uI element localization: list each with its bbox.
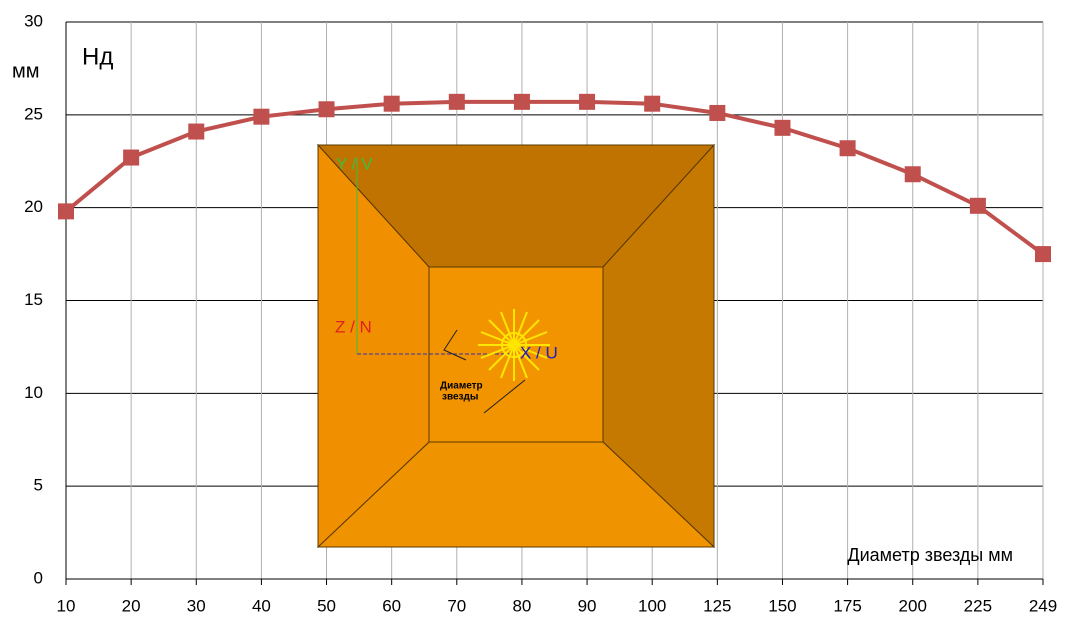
y-tick-label: 10 bbox=[24, 383, 43, 402]
x-tick-label: 90 bbox=[578, 596, 597, 615]
x-tick-label: 60 bbox=[382, 596, 401, 615]
marker bbox=[579, 94, 595, 110]
inset-label: Y / V bbox=[336, 154, 373, 173]
marker bbox=[970, 198, 986, 214]
y-tick-label: 30 bbox=[24, 11, 43, 30]
marker bbox=[449, 94, 465, 110]
marker bbox=[840, 140, 856, 156]
x-tick-label: 20 bbox=[122, 596, 141, 615]
x-tick-label: 249 bbox=[1029, 596, 1057, 615]
x-axis-label: Диаметр звезды мм bbox=[847, 545, 1013, 565]
inset-label: Z / N bbox=[335, 317, 372, 336]
inset-image: Y / V Z / N X / U Диаметр звезды bbox=[318, 145, 714, 547]
x-tick-label: 225 bbox=[964, 596, 992, 615]
y-tick-label: 0 bbox=[34, 568, 43, 587]
marker bbox=[514, 94, 530, 110]
inset-caption: Диаметр bbox=[440, 381, 483, 392]
x-tick-label: 30 bbox=[187, 596, 206, 615]
inset-caption: звезды bbox=[442, 392, 478, 403]
x-tick-label: 100 bbox=[638, 596, 666, 615]
y-axis-label: мм bbox=[12, 60, 40, 82]
x-tick-label: 150 bbox=[768, 596, 796, 615]
marker bbox=[1035, 246, 1051, 262]
y-tick-label: 20 bbox=[24, 197, 43, 216]
chart: мм Нд Y / V Z / N X / U Диаметр звезды Д… bbox=[0, 0, 1065, 623]
marker bbox=[644, 96, 660, 112]
x-tick-label: 200 bbox=[899, 596, 927, 615]
inset-label: X / U bbox=[520, 343, 558, 362]
marker bbox=[905, 166, 921, 182]
x-tick-label: 80 bbox=[512, 596, 531, 615]
marker bbox=[253, 109, 269, 125]
y-tick-label: 15 bbox=[24, 290, 43, 309]
x-tick-label: 50 bbox=[317, 596, 336, 615]
x-tick-label: 40 bbox=[252, 596, 271, 615]
x-tick-label: 175 bbox=[833, 596, 861, 615]
marker bbox=[188, 124, 204, 140]
marker bbox=[319, 101, 335, 117]
marker bbox=[384, 96, 400, 112]
series-label: Нд bbox=[82, 43, 113, 70]
marker bbox=[123, 150, 139, 166]
x-tick-label: 10 bbox=[57, 596, 76, 615]
x-tick-label: 70 bbox=[447, 596, 466, 615]
marker bbox=[58, 203, 74, 219]
y-tick-label: 25 bbox=[24, 104, 43, 123]
marker bbox=[774, 120, 790, 136]
marker bbox=[709, 105, 725, 121]
y-tick-label: 5 bbox=[34, 476, 43, 495]
x-tick-label: 125 bbox=[703, 596, 731, 615]
